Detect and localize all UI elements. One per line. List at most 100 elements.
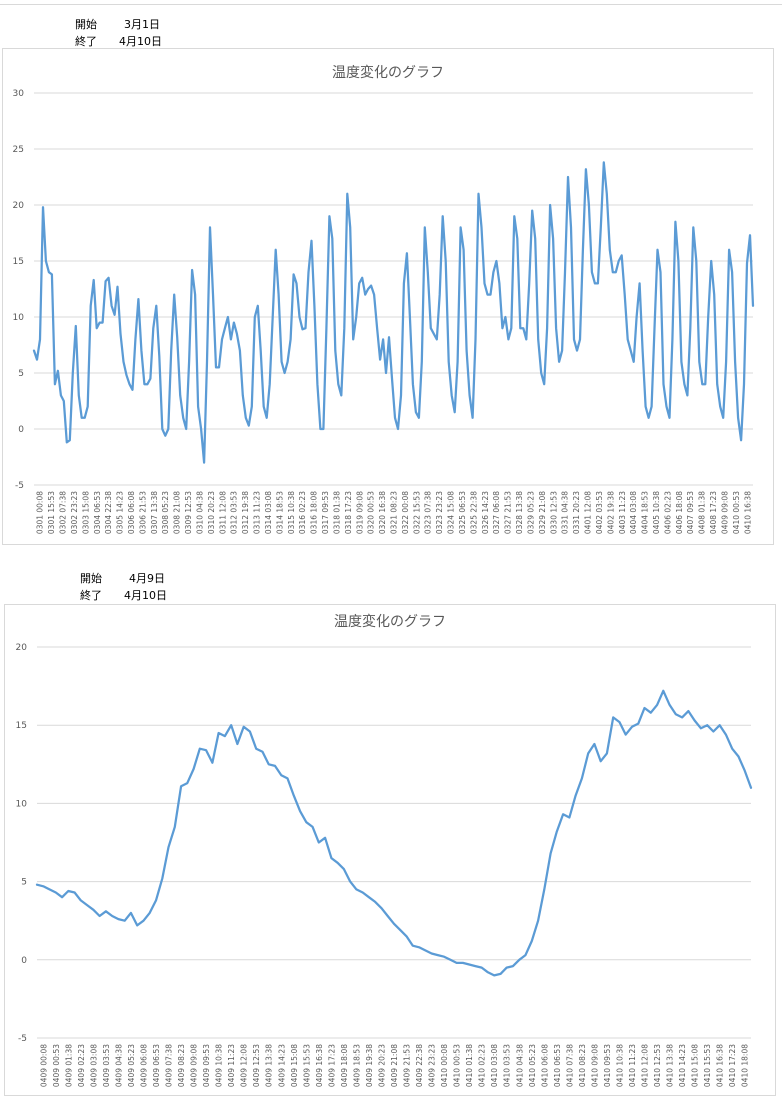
- chart-2-x-tick-label: 0410 13:38: [666, 1044, 675, 1087]
- chart-2[interactable]: 温度変化のグラフ -5 0 5 10 15 20 0409 00:08 0409 00:53 0…: [4, 604, 776, 1096]
- chart-2-x-tick-label: 0409 13:38: [265, 1044, 274, 1087]
- chart-2-x-tick-label: 0410 06:53: [553, 1044, 562, 1087]
- chart-1-x-tick-label: 0313 11:23: [253, 491, 262, 534]
- chart-2-x-tick-label: 0409 05:23: [127, 1044, 136, 1087]
- end-value-2: 4月10日: [124, 589, 167, 602]
- chart-2-x-tick-label: 0409 21:53: [403, 1044, 412, 1087]
- chart-2-x-tick-label: 0410 03:08: [490, 1044, 499, 1087]
- start-label-2: 開始: [80, 572, 102, 585]
- chart-2-x-tick-label: 0410 05:23: [528, 1044, 537, 1087]
- start-label-1: 開始: [75, 18, 97, 31]
- chart-1-x-tick-label: 0306 06:08: [127, 491, 136, 534]
- chart-1-x-tick-label: 0308 21:08: [173, 491, 182, 534]
- chart-1-x-tick-label: 0402 03:53: [595, 491, 604, 534]
- chart-2-x-tick-label: 0410 02:23: [478, 1044, 487, 1087]
- chart-2-x-tick-label: 0409 18:53: [352, 1044, 361, 1087]
- chart-1-x-tick-label: 0323 07:38: [424, 491, 433, 534]
- chart-1-y-tick-label: 25: [13, 145, 24, 155]
- chart-1-svg: 温度変化のグラフ -5 0 5 10 15 20 25 30 0301 00:08 0301 15…: [13, 64, 755, 534]
- chart-1-y-tick-label: -5: [15, 481, 24, 491]
- spreadsheet-gridline: [0, 0, 782, 5]
- chart-1-x-tick-label: 0305 14:23: [116, 491, 125, 534]
- chart-2-x-tick-label: 0409 00:08: [39, 1044, 48, 1087]
- chart-1-x-tick-label: 0329 21:08: [538, 491, 547, 534]
- chart-1-x-tick-label: 0410 16:38: [743, 491, 752, 534]
- chart-2-x-tick-label: 0409 12:53: [252, 1044, 261, 1087]
- chart-2-x-tick-label: 0410 07:38: [565, 1044, 574, 1087]
- chart-1-x-tick-label: 0326 14:23: [481, 491, 490, 534]
- chart-2-x-tick-label: 0409 20:23: [377, 1044, 386, 1087]
- chart-2-y-tick-label: 20: [16, 643, 28, 653]
- chart-1-x-tick-label: 0303 15:08: [81, 491, 90, 534]
- chart-1-x-tick-label: 0401 12:08: [584, 491, 593, 534]
- chart-2-x-tick-label: 0410 15:53: [703, 1044, 712, 1087]
- chart-2-y-tick-label: 0: [21, 956, 27, 966]
- chart-2-x-tick-label: 0409 09:53: [202, 1044, 211, 1087]
- chart-1-x-tick-label: 0311 12:08: [218, 491, 227, 534]
- chart-2-x-tick-label: 0409 16:38: [315, 1044, 324, 1087]
- chart-1-x-tick-label: 0316 18:08: [310, 491, 319, 534]
- chart-1-x-tick-label: 0307 13:38: [150, 491, 159, 534]
- chart-2-x-tick-label: 0410 16:38: [716, 1044, 725, 1087]
- chart-2-x-tick-label: 0409 15:53: [302, 1044, 311, 1087]
- chart-2-x-tick-label: 0409 11:23: [227, 1044, 236, 1087]
- chart-1-x-tick-label: 0304 06:53: [93, 491, 102, 534]
- chart-2-x-tick-label: 0410 14:23: [678, 1044, 687, 1087]
- chart-2-x-tick-label: 0409 15:08: [290, 1044, 299, 1087]
- chart-2-x-tick-label: 0410 15:08: [691, 1044, 700, 1087]
- chart-2-x-tick-label: 0410 10:38: [615, 1044, 624, 1087]
- chart-1-x-tick-label: 0330 12:53: [549, 491, 558, 534]
- chart-1-x-tick-label: 0302 23:23: [70, 491, 79, 534]
- chart-2-x-tick-label: 0409 03:08: [89, 1044, 98, 1087]
- chart-1-x-tick-label: 0318 17:23: [344, 491, 353, 534]
- chart-1-x-tick-label: 0309 12:53: [184, 491, 193, 534]
- chart-2-x-tick-label: 0409 22:38: [415, 1044, 424, 1087]
- chart-2-x-tick-label: 0409 09:08: [190, 1044, 199, 1087]
- chart-1-x-tick-label: 0308 05:23: [161, 491, 170, 534]
- chart-2-y-tick-label: 15: [16, 721, 27, 731]
- chart-1-y-tick-label: 15: [13, 257, 24, 267]
- chart-2-x-tick-label: 0409 06:08: [139, 1044, 148, 1087]
- chart-2-x-tick-label: 0409 00:53: [52, 1044, 61, 1087]
- chart-2-x-tick-label: 0410 11:23: [628, 1044, 637, 1087]
- chart-1-x-tick-label: 0301 15:53: [47, 491, 56, 534]
- end-label-1: 終了: [75, 35, 97, 48]
- chart-1[interactable]: 温度変化のグラフ -5 0 5 10 15 20 25 30 0301 00:08 0301 15…: [2, 48, 774, 545]
- chart-2-x-tick-label: 0409 06:53: [152, 1044, 161, 1087]
- chart-1-x-tick-label: 0324 15:08: [447, 491, 456, 534]
- chart-1-y-tick-label: 0: [18, 425, 24, 435]
- chart-1-x-tick-label: 0312 03:53: [230, 491, 239, 534]
- chart-2-x-tick-label: 0409 02:23: [77, 1044, 86, 1087]
- chart-2-x-tick-label: 0410 06:08: [540, 1044, 549, 1087]
- chart-2-x-tick-label: 0409 10:38: [215, 1044, 224, 1087]
- chart-1-x-tick-label: 0404 18:53: [641, 491, 650, 534]
- chart-1-x-tick-label: 0405 10:38: [652, 491, 661, 534]
- chart-1-x-tick-label: 0406 02:23: [663, 491, 672, 534]
- chart-2-x-tick-label: 0409 01:38: [64, 1044, 73, 1087]
- chart-2-x-tick-label: 0410 12:53: [653, 1044, 662, 1087]
- chart-1-x-tick-label: 0327 06:08: [492, 491, 501, 534]
- chart-1-x-tick-label: 0304 22:38: [104, 491, 113, 534]
- chart-1-x-tick-label: 0409 09:08: [720, 491, 729, 534]
- chart-1-x-tick-label: 0314 18:53: [275, 491, 284, 534]
- chart-2-y-tick-label: -5: [18, 1034, 27, 1044]
- chart-2-y-tick-label: 10: [16, 799, 28, 809]
- chart-2-x-tick-label: 0409 17:23: [327, 1044, 336, 1087]
- chart-1-x-tick-label: 0318 01:38: [332, 491, 341, 534]
- chart-1-x-tick-label: 0403 11:23: [618, 491, 627, 534]
- chart-2-x-tick-label: 0410 09:53: [603, 1044, 612, 1087]
- chart-2-x-tick-label: 0410 09:08: [590, 1044, 599, 1087]
- chart-1-x-tick-label: 0408 01:38: [698, 491, 707, 534]
- chart-1-x-tick-label: 0331 20:23: [572, 491, 581, 534]
- chart-1-x-tick-label: 0315 10:38: [287, 491, 296, 534]
- chart-2-title: 温度変化のグラフ: [334, 613, 446, 630]
- chart-2-x-tick-label: 0409 19:38: [365, 1044, 374, 1087]
- chart-1-x-tick-label: 0402 19:38: [606, 491, 615, 534]
- chart-1-x-tick-label: 0328 13:38: [515, 491, 524, 534]
- chart-2-x-tick-label: 0409 18:08: [340, 1044, 349, 1087]
- chart-1-x-tick-label: 0302 07:38: [59, 491, 68, 534]
- chart-1-x-tick-label: 0301 00:08: [36, 491, 45, 534]
- chart-1-x-tick-label: 0323 23:23: [435, 491, 444, 534]
- start-value-1: 3月1日: [124, 18, 160, 31]
